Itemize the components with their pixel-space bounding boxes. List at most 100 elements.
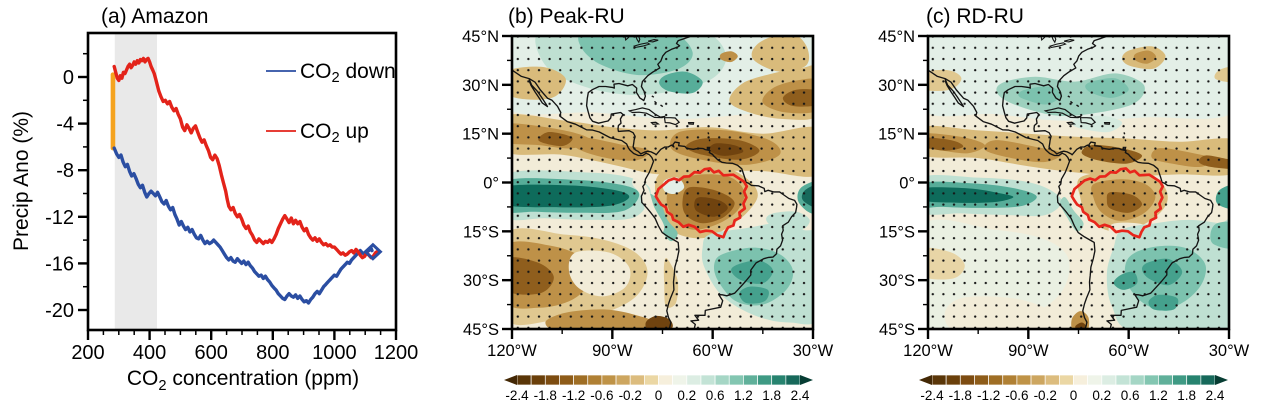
colorbar-segment: [1186, 374, 1202, 386]
lake-outline: [635, 36, 641, 44]
legend-label-co2-down: CO2 down: [300, 60, 396, 86]
colorbar-segment: [785, 374, 801, 386]
lon-tick-label: 60°W: [692, 342, 733, 360]
colorbar-segment: [728, 374, 744, 386]
colorbar-tick-label: -1.8: [949, 388, 972, 403]
panel-b-map: 45°N 30°N 15°N 0° 15°S 30°S 45°S 120°W 90°W 60°W 3…: [462, 28, 834, 403]
panel-a-title: (a) Amazon: [101, 5, 209, 28]
colorbar-tick-label: 0.2: [677, 388, 696, 403]
xlabel-prefix: CO: [126, 367, 159, 390]
xlabel-suffix: concentration (ppm): [166, 367, 360, 390]
y-tick-label: -12: [45, 207, 74, 229]
lat-tick-label: 15°N: [462, 126, 499, 144]
lon-tick-label: 120°W: [903, 342, 953, 360]
y-tick-label: -8: [56, 160, 74, 182]
coastline: [512, 69, 680, 329]
lon-tick-label: 90°W: [1008, 342, 1049, 360]
colorbar-tick-label: 0.2: [1092, 388, 1111, 403]
x-tick-label: 600: [195, 342, 228, 364]
small-island: [1123, 132, 1126, 135]
colorbar-tick-label: 1.2: [1149, 388, 1168, 403]
colorbar-segment: [1087, 374, 1103, 386]
colorbar-tick-label: 0.6: [1121, 388, 1140, 403]
lake-outline: [633, 42, 651, 48]
panel-a-frame: [86, 31, 398, 332]
coastline: [528, 78, 549, 108]
colorbar-tick-label: -0.2: [1034, 388, 1057, 403]
colorbar-segment: [1059, 374, 1074, 386]
colorbar-segment: [530, 374, 546, 386]
colorbar-tick-label: -1.8: [534, 388, 557, 403]
colorbar-left-arrow: [919, 375, 932, 385]
colorbar-segment: [700, 374, 716, 386]
small-island: [654, 100, 657, 104]
colorbar-tick-label: 1.8: [762, 388, 781, 403]
legend-label-co2-up: CO2 up: [300, 120, 369, 146]
map-c-field: [928, 36, 1229, 329]
colorbar-right-arrow: [800, 375, 813, 385]
end-diamond-marker: [363, 242, 383, 261]
coastline: [944, 78, 965, 108]
lon-tick-label: 30°W: [793, 342, 834, 360]
island-outline: [706, 146, 711, 150]
small-island: [660, 104, 664, 108]
colorbar-segment: [959, 374, 975, 386]
amazon-basin-outline: [1070, 167, 1165, 239]
lat-tick-label: 15°S: [879, 223, 915, 241]
lon-tick-label: 120°W: [487, 342, 537, 360]
colorbar-tick-label: -0.2: [619, 388, 642, 403]
colorbar-segment: [1158, 374, 1173, 386]
colorbar-segment: [1115, 374, 1131, 386]
colorbar-tick-label: -1.2: [562, 388, 585, 403]
lake-outline: [647, 39, 659, 43]
coastline: [928, 69, 1096, 329]
panel-c-map: 45°N 30°N 15°N 0° 15°S 30°S 45°S 120°W 90°W 60°W 3…: [878, 28, 1250, 403]
colorbar-segment: [629, 374, 645, 386]
colorbar-segment: [1016, 374, 1032, 386]
colorbar-segment: [743, 374, 758, 386]
colorbar-tick-label: 1.2: [734, 388, 753, 403]
lake-outline: [1051, 36, 1057, 44]
y-tick-label: 0: [63, 67, 74, 89]
panel-c-title: (c) RD-RU: [926, 5, 1024, 28]
colorbar-tick-label: 0: [1070, 388, 1078, 403]
colorbar-segment: [544, 374, 560, 386]
colorbar-segment: [771, 374, 787, 386]
small-island: [707, 132, 710, 135]
small-island: [1076, 104, 1080, 108]
colorbar-segment: [1073, 374, 1088, 386]
colorbar-segment: [644, 374, 659, 386]
colorbar-segment: [686, 374, 702, 386]
map-c-colorbar: -2.4 -1.8 -1.2 -0.6 -0.2 0 0.2 0.6 1.2 1.8 2.4: [919, 374, 1228, 403]
x-tick-label: 1000: [312, 342, 357, 364]
lat-tick-label: 30°S: [463, 272, 499, 290]
colorbar-segment: [615, 374, 631, 386]
colorbar-tick-label: -2.4: [920, 388, 944, 403]
colorbar-tick-label: 0.6: [706, 388, 725, 403]
x-tick-label: 400: [133, 342, 166, 364]
colorbar-tick-label: -0.6: [1005, 388, 1028, 403]
lake-outline: [1063, 39, 1075, 43]
lake-outline: [1049, 42, 1067, 48]
lon-tick-label: 90°W: [592, 342, 633, 360]
lon-tick-label: 60°W: [1108, 342, 1149, 360]
lat-tick-label: 45°N: [462, 28, 499, 46]
colorbar-segment: [1143, 374, 1159, 386]
colorbar-segment: [516, 374, 532, 386]
colorbar-segment: [1030, 374, 1046, 386]
x-tick-label: 800: [256, 342, 289, 364]
island-outline: [663, 117, 681, 126]
colorbar-segment: [931, 374, 947, 386]
precip-line-co2-down: [112, 146, 374, 305]
y-tick-label: -4: [56, 114, 74, 136]
island-outline: [1122, 146, 1127, 150]
map-b-colorbar: -2.4 -1.8 -1.2 -0.6 -0.2 0 0.2 0.6 1.2 1.8 2.4: [504, 374, 813, 403]
colorbar-segment: [658, 374, 673, 386]
island-outline: [1079, 117, 1097, 126]
small-island: [651, 95, 655, 98]
colorbar-segment: [573, 374, 589, 386]
colorbar-segment: [559, 374, 574, 386]
lat-tick-label: 15°S: [463, 223, 499, 241]
panel-a-plot: 200 400 600 800 1000 1200 0 -4 -8 -12 -16 -20 CO2 do…: [45, 31, 418, 364]
